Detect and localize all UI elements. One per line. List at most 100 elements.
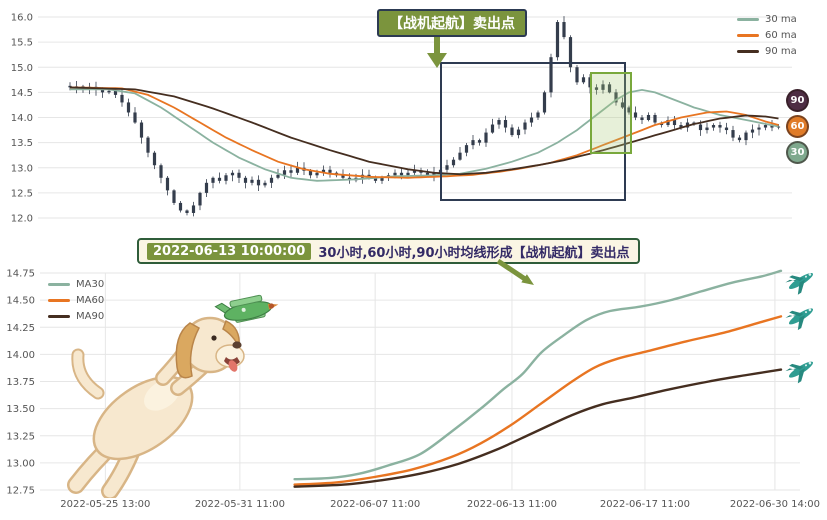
candle-body bbox=[172, 190, 175, 203]
selection-box-green bbox=[590, 72, 632, 154]
candle-body bbox=[250, 180, 253, 183]
candle-body bbox=[653, 115, 656, 123]
candle-body bbox=[634, 112, 637, 117]
x-axis-tick-label: 2022-05-25 13:00 bbox=[60, 499, 150, 510]
candle-body bbox=[263, 183, 266, 186]
candle-body bbox=[725, 128, 728, 131]
y-axis-tick-label: 15.5 bbox=[11, 38, 33, 49]
candle-body bbox=[289, 170, 292, 173]
diagonal-arrow-icon bbox=[492, 258, 547, 292]
ma-badges: 90 60 30 bbox=[786, 89, 809, 167]
y-axis-tick-label: 15.0 bbox=[11, 63, 33, 74]
candle-body bbox=[198, 193, 201, 206]
legend-swatch bbox=[737, 50, 759, 53]
y-axis-tick-label: 13.0 bbox=[11, 163, 33, 174]
candle-body bbox=[738, 138, 741, 141]
candle-body bbox=[705, 128, 708, 131]
candle-body bbox=[673, 120, 676, 125]
y-axis-tick-label: 14.0 bbox=[11, 113, 33, 124]
candle-body bbox=[146, 138, 149, 153]
y-axis-tick-label: 13.25 bbox=[6, 431, 35, 442]
candle-body bbox=[107, 91, 110, 93]
y-axis-tick-label: 14.25 bbox=[6, 323, 35, 334]
candle-body bbox=[562, 22, 565, 37]
down-arrow-icon bbox=[418, 36, 458, 70]
candle-body bbox=[699, 125, 702, 131]
candle-body bbox=[315, 173, 318, 176]
sell-annotation-banner: 【战机起航】卖出点 bbox=[377, 9, 527, 37]
x-axis-tick-label: 2022-06-13 11:00 bbox=[467, 499, 557, 510]
y-axis-tick-label: 16.0 bbox=[11, 13, 33, 24]
line-MA60 bbox=[295, 316, 781, 484]
candle-body bbox=[218, 178, 221, 181]
y-axis-tick-label: 12.75 bbox=[6, 486, 35, 497]
y-axis-tick-label: 13.75 bbox=[6, 377, 35, 388]
candle-body bbox=[159, 165, 162, 178]
ma-badge-90: 90 bbox=[786, 89, 809, 112]
y-axis-tick-label: 12.5 bbox=[11, 188, 33, 199]
candle-body bbox=[166, 178, 169, 191]
candle-body bbox=[731, 130, 734, 138]
candle-body bbox=[270, 178, 273, 183]
trading-dashboard: 16.0 15.5 15.0 14.5 14.0 13.5 13.0 12.5 12.0 30 … bbox=[0, 0, 827, 520]
candle-body bbox=[556, 22, 559, 57]
candle-body bbox=[185, 210, 188, 213]
ma-line-60ma bbox=[70, 87, 779, 177]
candle-body bbox=[283, 170, 286, 175]
top-legend: 30 ma 60 ma 90 ma bbox=[737, 13, 797, 58]
dog-with-toy-plane-illustration bbox=[38, 283, 298, 498]
legend-swatch bbox=[737, 18, 759, 21]
sell-annotation-text: 【战机起航】卖出点 bbox=[389, 16, 515, 32]
ma-badge-30: 30 bbox=[786, 141, 809, 164]
legend-item[interactable]: 30 ma bbox=[737, 13, 797, 26]
y-axis-tick-label: 14.00 bbox=[6, 350, 35, 361]
legend-label: 60 ma bbox=[765, 30, 797, 41]
ma-line-90ma bbox=[70, 87, 779, 174]
legend-item[interactable]: 60 ma bbox=[737, 29, 797, 42]
candle-body bbox=[744, 133, 747, 141]
y-axis-tick-label: 14.75 bbox=[6, 269, 35, 280]
x-axis-tick-label: 2022-06-07 11:00 bbox=[330, 499, 420, 510]
line-MA90 bbox=[295, 370, 781, 487]
y-axis-tick-label: 14.5 bbox=[11, 88, 33, 99]
candle-body bbox=[718, 125, 721, 128]
candle-body bbox=[153, 153, 156, 166]
signal-banner: 2022-06-13 10:00:00 30小时,60小时,90小时均线形成【战… bbox=[137, 238, 640, 264]
candle-body bbox=[127, 102, 130, 112]
candle-body bbox=[244, 178, 247, 183]
candle-body bbox=[640, 118, 643, 121]
candle-body bbox=[237, 173, 240, 178]
candle-body bbox=[224, 175, 227, 181]
candle-body bbox=[393, 173, 396, 176]
line-MA30 bbox=[295, 271, 781, 479]
signal-text: 30小时,60小时,90小时均线形成【战机起航】卖出点 bbox=[318, 242, 629, 261]
candle-body bbox=[140, 123, 143, 138]
candle-body bbox=[647, 115, 650, 120]
y-axis-tick-label: 13.5 bbox=[11, 138, 33, 149]
candle-body bbox=[328, 170, 331, 173]
dog-body bbox=[76, 318, 244, 491]
candle-body bbox=[400, 173, 403, 176]
legend-label: 30 ma bbox=[765, 14, 797, 25]
signal-date-chip: 2022-06-13 10:00:00 bbox=[147, 243, 311, 260]
candle-body bbox=[712, 125, 715, 128]
x-axis-tick-label: 2022-05-31 11:00 bbox=[195, 499, 285, 510]
candle-body bbox=[406, 173, 409, 176]
legend-item[interactable]: 90 ma bbox=[737, 45, 797, 58]
candle-body bbox=[133, 112, 136, 122]
candle-body bbox=[211, 178, 214, 183]
candle-body bbox=[757, 128, 760, 130]
y-axis-tick-label: 12.0 bbox=[11, 214, 33, 225]
candle-body bbox=[764, 125, 767, 128]
candle-body bbox=[179, 203, 182, 211]
legend-label: 90 ma bbox=[765, 46, 797, 57]
y-axis-tick-label: 13.50 bbox=[6, 404, 35, 415]
legend-swatch bbox=[737, 34, 759, 37]
ma-badge-60: 60 bbox=[786, 115, 809, 138]
y-axis-tick-label: 13.00 bbox=[6, 458, 35, 469]
x-axis-tick-label: 2022-06-30 14:00 bbox=[730, 499, 820, 510]
candle-body bbox=[231, 173, 234, 176]
airplane-icon bbox=[784, 268, 818, 297]
candle-body bbox=[120, 95, 123, 103]
x-axis-tick-label: 2022-06-17 11:00 bbox=[600, 499, 690, 510]
